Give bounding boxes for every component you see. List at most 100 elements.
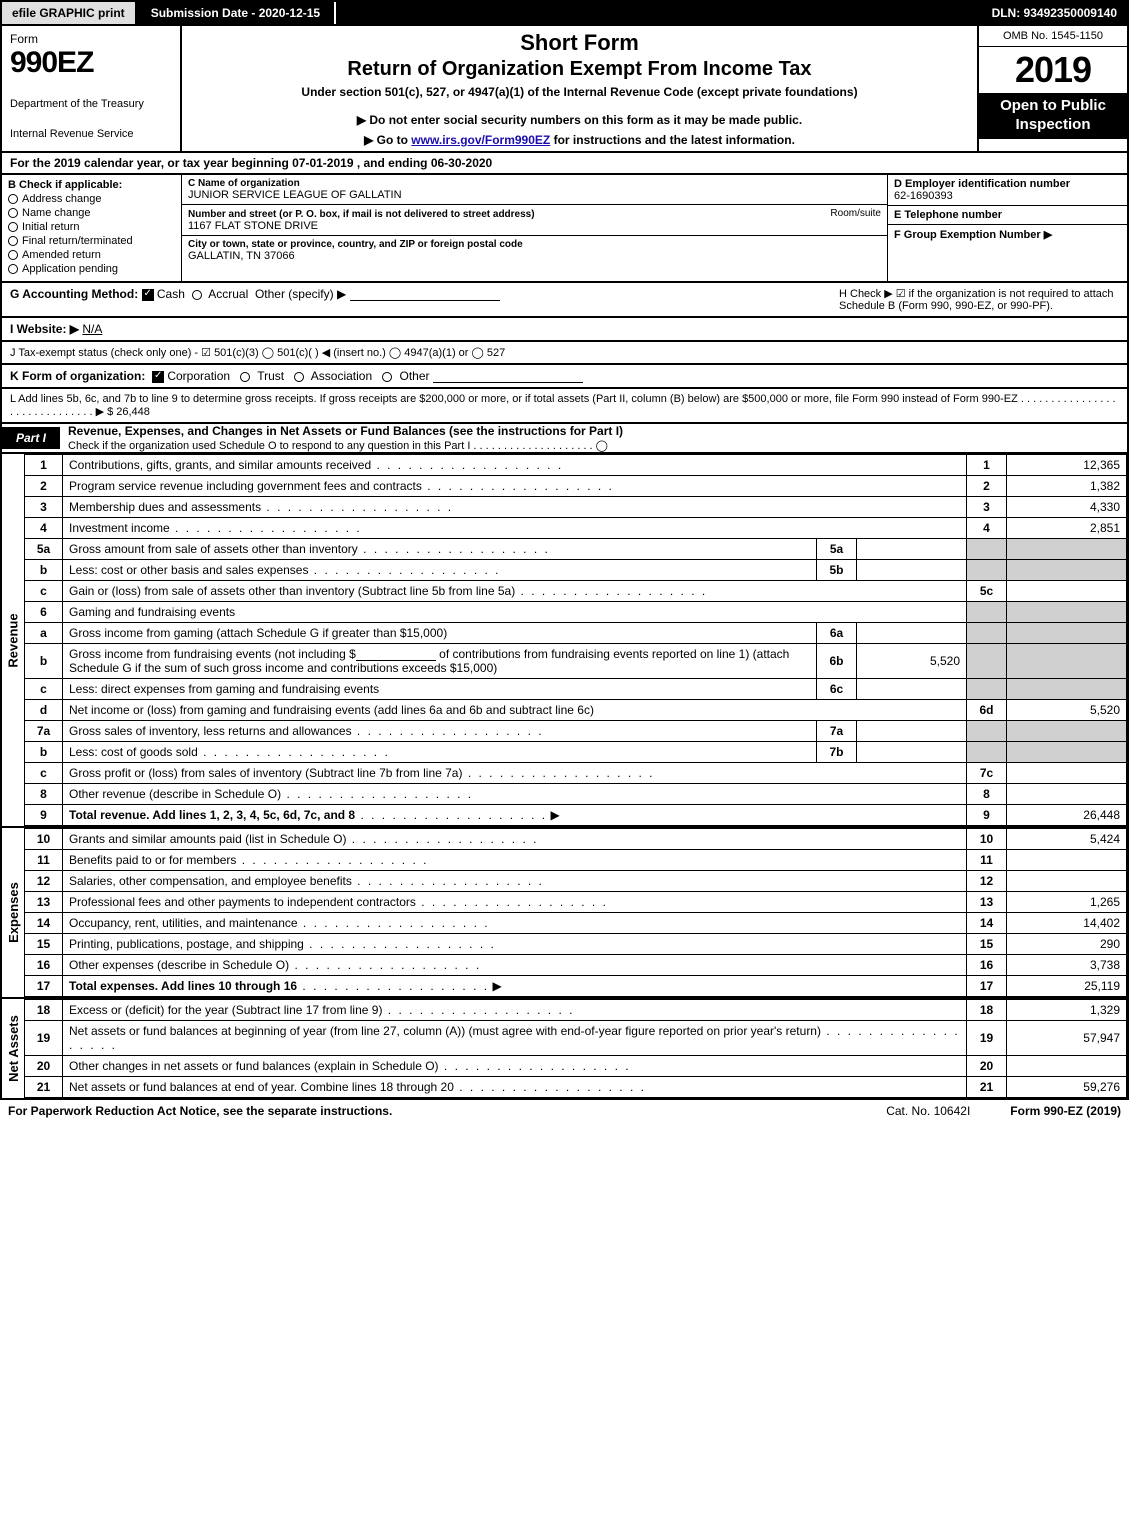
section-b: B Check if applicable: Address change Na… — [2, 175, 182, 281]
city-label: City or town, state or province, country… — [188, 239, 881, 250]
line-6: 6 Gaming and fundraising events — [25, 602, 1127, 623]
submission-date: Submission Date - 2020-12-15 — [137, 2, 336, 24]
expenses-table: 10Grants and similar amounts paid (list … — [24, 828, 1127, 997]
part-1-schedule-o: Check if the organization used Schedule … — [68, 440, 608, 452]
row-a-period: For the 2019 calendar year, or tax year … — [0, 153, 1129, 175]
other-specify-input[interactable] — [350, 287, 500, 301]
row-k: K Form of organization: Corporation Trus… — [0, 365, 1129, 389]
f-label: F Group Exemption Number ▶ — [894, 228, 1121, 241]
org-name: JUNIOR SERVICE LEAGUE OF GALLATIN — [188, 189, 881, 201]
chk-trust[interactable] — [240, 372, 250, 382]
line-14: 14Occupancy, rent, utilities, and mainte… — [25, 913, 1127, 934]
toolbar: efile GRAPHIC print Submission Date - 20… — [0, 0, 1129, 26]
ein: 62-1690393 — [894, 190, 1121, 202]
line-2: 2Program service revenue including gover… — [25, 476, 1127, 497]
chk-address-change[interactable]: Address change — [8, 193, 175, 205]
header-right: OMB No. 1545-1150 2019 Open to Public In… — [977, 26, 1127, 151]
b-heading: B Check if applicable: — [8, 179, 175, 191]
line-19: 19Net assets or fund balances at beginni… — [25, 1021, 1127, 1056]
k-other-input[interactable] — [433, 369, 583, 383]
chk-corporation[interactable] — [152, 371, 164, 383]
g-label: G Accounting Method: — [10, 287, 138, 301]
k-label: K Form of organization: — [10, 369, 145, 383]
line-12: 12Salaries, other compensation, and empl… — [25, 871, 1127, 892]
form-number: 990EZ — [10, 46, 172, 80]
line-5c: c Gain or (loss) from sale of assets oth… — [25, 581, 1127, 602]
line-15: 15Printing, publications, postage, and s… — [25, 934, 1127, 955]
note2-post: for instructions and the latest informat… — [550, 133, 795, 147]
return-title: Return of Organization Exempt From Incom… — [192, 58, 967, 81]
header-left: Form 990EZ Department of the Treasury In… — [2, 26, 182, 151]
revenue-section: Revenue 1Contributions, gifts, grants, a… — [0, 454, 1129, 828]
header-note-1: ▶ Do not enter social security numbers o… — [192, 113, 967, 127]
header-subtitle: Under section 501(c), 527, or 4947(a)(1)… — [192, 85, 967, 99]
chk-cash[interactable] — [142, 289, 154, 301]
room-label: Room/suite — [830, 208, 881, 219]
form-header: Form 990EZ Department of the Treasury In… — [0, 26, 1129, 153]
addr-label: Number and street (or P. O. box, if mail… — [188, 209, 535, 220]
expenses-section: Expenses 10Grants and similar amounts pa… — [0, 828, 1129, 999]
line-6a: a Gross income from gaming (attach Sched… — [25, 623, 1127, 644]
open-inspection: Open to Public Inspection — [979, 93, 1127, 139]
header-center: Short Form Return of Organization Exempt… — [182, 26, 977, 151]
chk-other[interactable] — [382, 372, 392, 382]
line-13: 13Professional fees and other payments t… — [25, 892, 1127, 913]
section-def: D Employer identification number 62-1690… — [887, 175, 1127, 281]
form-reference: Form 990-EZ (2019) — [1010, 1104, 1121, 1118]
org-address: 1167 FLAT STONE DRIVE — [188, 220, 881, 232]
line-17: 17Total expenses. Add lines 10 through 1… — [25, 976, 1127, 997]
chk-amended-return[interactable]: Amended return — [8, 249, 175, 261]
line-6d: d Net income or (loss) from gaming and f… — [25, 700, 1127, 721]
part-1-title: Revenue, Expenses, and Changes in Net As… — [68, 424, 623, 438]
efile-print-button[interactable]: efile GRAPHIC print — [2, 2, 137, 24]
department-2: Internal Revenue Service — [10, 128, 172, 140]
line-6b: b Gross income from fundraising events (… — [25, 644, 1127, 679]
e-label: E Telephone number — [894, 209, 1121, 221]
netassets-side-label: Net Assets — [0, 999, 24, 1100]
line-18: 18Excess or (deficit) for the year (Subt… — [25, 1000, 1127, 1021]
line-4: 4Investment income42,851 — [25, 518, 1127, 539]
short-form-title: Short Form — [192, 30, 967, 56]
chk-application-pending[interactable]: Application pending — [8, 263, 175, 275]
chk-accrual[interactable] — [192, 290, 202, 300]
note2-pre: ▶ Go to — [364, 133, 411, 147]
chk-initial-return[interactable]: Initial return — [8, 221, 175, 233]
omb-number: OMB No. 1545-1150 — [979, 26, 1127, 47]
paperwork-notice: For Paperwork Reduction Act Notice, see … — [8, 1104, 392, 1118]
line-1: 1Contributions, gifts, grants, and simil… — [25, 455, 1127, 476]
row-j: J Tax-exempt status (check only one) - ☑… — [0, 342, 1129, 365]
part-1-header: Part I Revenue, Expenses, and Changes in… — [0, 424, 1129, 454]
part-1-label: Part I — [2, 427, 60, 449]
line-6c: c Less: direct expenses from gaming and … — [25, 679, 1127, 700]
org-city: GALLATIN, TN 37066 — [188, 250, 881, 262]
row-g-h: G Accounting Method: Cash Accrual Other … — [0, 283, 1129, 318]
netassets-table: 18Excess or (deficit) for the year (Subt… — [24, 999, 1127, 1098]
netassets-section: Net Assets 18Excess or (deficit) for the… — [0, 999, 1129, 1100]
website-value: N/A — [82, 322, 102, 336]
tax-year: 2019 — [979, 47, 1127, 93]
revenue-table: 1Contributions, gifts, grants, and simil… — [24, 454, 1127, 826]
line-5a: 5a Gross amount from sale of assets othe… — [25, 539, 1127, 560]
department-1: Department of the Treasury — [10, 98, 172, 110]
form-word: Form — [10, 32, 172, 46]
line-7a: 7a Gross sales of inventory, less return… — [25, 721, 1127, 742]
line-21: 21Net assets or fund balances at end of … — [25, 1077, 1127, 1098]
irs-link[interactable]: www.irs.gov/Form990EZ — [411, 133, 550, 147]
line-20: 20Other changes in net assets or fund ba… — [25, 1056, 1127, 1077]
row-i: I Website: ▶ N/A — [0, 318, 1129, 342]
g-accounting: G Accounting Method: Cash Accrual Other … — [10, 287, 500, 312]
page-footer: For Paperwork Reduction Act Notice, see … — [0, 1100, 1129, 1122]
line-11: 11Benefits paid to or for members11 — [25, 850, 1127, 871]
row-l: L Add lines 5b, 6c, and 7b to line 9 to … — [0, 389, 1129, 424]
chk-association[interactable] — [294, 372, 304, 382]
i-label: I Website: ▶ — [10, 322, 79, 336]
revenue-side-label: Revenue — [0, 454, 24, 828]
chk-name-change[interactable]: Name change — [8, 207, 175, 219]
line-5b: b Less: cost or other basis and sales ex… — [25, 560, 1127, 581]
chk-final-return[interactable]: Final return/terminated — [8, 235, 175, 247]
d-label: D Employer identification number — [894, 178, 1121, 190]
line-3: 3Membership dues and assessments34,330 — [25, 497, 1127, 518]
h-note: H Check ▶ ☑ if the organization is not r… — [839, 287, 1119, 312]
line-7b: b Less: cost of goods sold 7b — [25, 742, 1127, 763]
line-10: 10Grants and similar amounts paid (list … — [25, 829, 1127, 850]
